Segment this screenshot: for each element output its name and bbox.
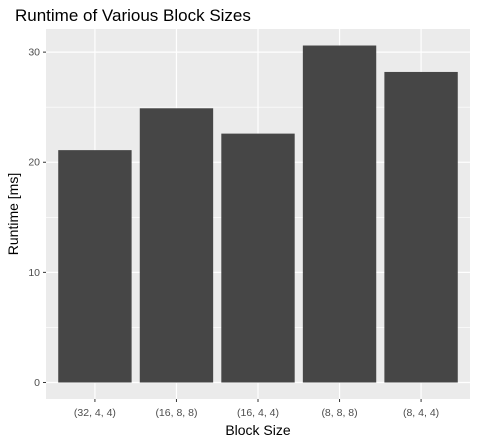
y-axis: 0 10 20 30 [28, 47, 46, 389]
x-axis: (32, 4, 4) (16, 8, 8) (16, 4, 4) (8, 8, 8) (… [74, 399, 439, 419]
y-tick-label: 10 [28, 267, 40, 279]
y-axis-title: Runtime [ms] [5, 173, 21, 255]
y-tick-label: 30 [28, 47, 40, 59]
bar [303, 46, 376, 383]
x-tick-label: (32, 4, 4) [74, 407, 116, 419]
bar [221, 134, 294, 383]
bar [140, 108, 213, 382]
chart-title: Runtime of Various Block Sizes [15, 6, 251, 25]
x-tick-label: (8, 4, 4) [403, 407, 439, 419]
x-tick-label: (16, 8, 8) [155, 407, 197, 419]
y-tick-label: 20 [28, 157, 40, 169]
x-tick-label: (16, 4, 4) [237, 407, 279, 419]
x-tick-label: (8, 8, 8) [321, 407, 357, 419]
bar [58, 150, 131, 382]
bar [384, 72, 457, 383]
y-tick-label: 0 [34, 377, 40, 389]
x-axis-title: Block Size [225, 422, 291, 438]
